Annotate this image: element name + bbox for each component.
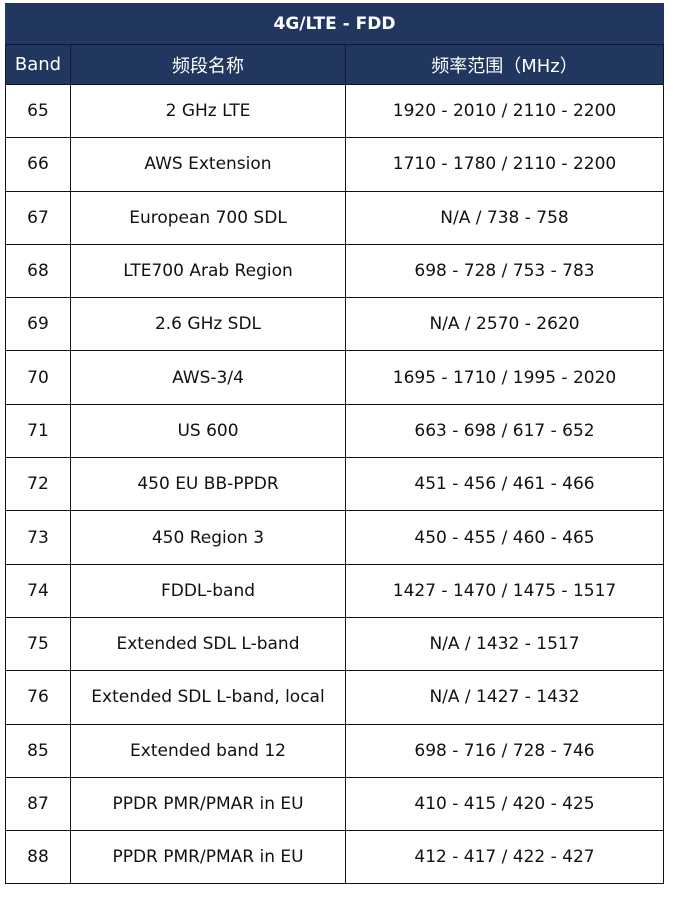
- table-row: 87 PPDR PMR/PMAR in EU 410 - 415 / 420 - 4…: [5, 776, 664, 832]
- frequency-range-cell: 698 - 716 / 728 - 746: [345, 723, 664, 778]
- band-name-cell: 450 EU BB-PPDR: [70, 457, 346, 512]
- table-row: 85 Extended band 12 698 - 716 / 728 - 746: [5, 723, 664, 778]
- band-name-cell: AWS Extension: [70, 137, 346, 192]
- band-name-cell: Extended SDL L-band: [70, 616, 346, 672]
- band-cell: 72: [5, 457, 71, 512]
- band-cell: 69: [5, 297, 71, 352]
- table-row: 66 AWS Extension 1710 - 1780 / 2110 - 2200: [5, 137, 664, 192]
- band-cell: 68: [5, 243, 71, 299]
- band-cell: 65: [5, 83, 71, 139]
- frequency-range-cell: N/A / 738 - 758: [345, 190, 664, 245]
- band-cell: 76: [5, 670, 71, 725]
- frequency-range-cell: 1695 - 1710 / 1995 - 2020: [345, 350, 664, 405]
- table-row: 76 Extended SDL L-band, local N/A / 1427 -…: [5, 670, 664, 725]
- frequency-range-cell: 1710 - 1780 / 2110 - 2200: [345, 137, 664, 192]
- table-row: 68 LTE700 Arab Region 698 - 728 / 753 - 78…: [5, 243, 664, 299]
- band-name-cell: 2.6 GHz SDL: [70, 297, 346, 352]
- table-row: 88 PPDR PMR/PMAR in EU 412 - 417 / 422 - 4…: [5, 830, 664, 885]
- table-row: 71 US 600 663 - 698 / 617 - 652: [5, 403, 664, 459]
- band-cell: 70: [5, 350, 71, 405]
- band-cell: 73: [5, 510, 71, 565]
- band-cell: 74: [5, 563, 71, 618]
- band-name-cell: 450 Region 3: [70, 510, 346, 565]
- table-row: 67 European 700 SDL N/A / 738 - 758: [5, 190, 664, 245]
- frequency-range-cell: 412 - 417 / 422 - 427: [345, 830, 664, 885]
- table-row: 72 450 EU BB-PPDR 451 - 456 / 461 - 466: [5, 457, 664, 512]
- band-name-cell: Extended band 12: [70, 723, 346, 778]
- header-frequency-range: 频率范围（MHz）: [345, 44, 664, 85]
- frequency-range-cell: 1920 - 2010 / 2110 - 2200: [345, 83, 664, 139]
- band-name-cell: AWS-3/4: [70, 350, 346, 405]
- band-name-cell: PPDR PMR/PMAR in EU: [70, 830, 346, 885]
- frequency-range-cell: 663 - 698 / 617 - 652: [345, 403, 664, 459]
- band-name-cell: US 600: [70, 403, 346, 459]
- band-cell: 85: [5, 723, 71, 778]
- frequency-range-cell: 698 - 728 / 753 - 783: [345, 243, 664, 299]
- table-row: 74 FDDL-band 1427 - 1470 / 1475 - 1517: [5, 563, 664, 618]
- band-name-cell: European 700 SDL: [70, 190, 346, 245]
- band-cell: 67: [5, 190, 71, 245]
- band-cell: 87: [5, 776, 71, 832]
- table-row: 75 Extended SDL L-band N/A / 1432 - 1517: [5, 616, 664, 672]
- frequency-range-cell: 451 - 456 / 461 - 466: [345, 457, 664, 512]
- frequency-range-cell: 410 - 415 / 420 - 425: [345, 776, 664, 832]
- frequency-range-cell: 1427 - 1470 / 1475 - 1517: [345, 563, 664, 618]
- header-band-name: 频段名称: [70, 44, 346, 85]
- band-name-cell: FDDL-band: [70, 563, 346, 618]
- table-row: 69 2.6 GHz SDL N/A / 2570 - 2620: [5, 297, 664, 352]
- band-name-cell: LTE700 Arab Region: [70, 243, 346, 299]
- header-band: Band: [5, 44, 71, 85]
- table-row: 73 450 Region 3 450 - 455 / 460 - 465: [5, 510, 664, 565]
- band-cell: 71: [5, 403, 71, 459]
- band-cell: 88: [5, 830, 71, 885]
- frequency-range-cell: 450 - 455 / 460 - 465: [345, 510, 664, 565]
- table-row: 70 AWS-3/4 1695 - 1710 / 1995 - 2020: [5, 350, 664, 405]
- frequency-range-cell: N/A / 1432 - 1517: [345, 616, 664, 672]
- band-name-cell: Extended SDL L-band, local: [70, 670, 346, 725]
- band-name-cell: PPDR PMR/PMAR in EU: [70, 776, 346, 832]
- band-cell: 66: [5, 137, 71, 192]
- band-cell: 75: [5, 616, 71, 672]
- frequency-range-cell: N/A / 2570 - 2620: [345, 297, 664, 352]
- table-row: 65 2 GHz LTE 1920 - 2010 / 2110 - 2200: [5, 83, 664, 139]
- lte-fdd-band-table: 4G/LTE - FDD Band 频段名称 频率范围（MHz） 65 2 GHz…: [5, 3, 664, 885]
- band-name-cell: 2 GHz LTE: [70, 83, 346, 139]
- frequency-range-cell: N/A / 1427 - 1432: [345, 670, 664, 725]
- table-title: 4G/LTE - FDD: [5, 3, 664, 45]
